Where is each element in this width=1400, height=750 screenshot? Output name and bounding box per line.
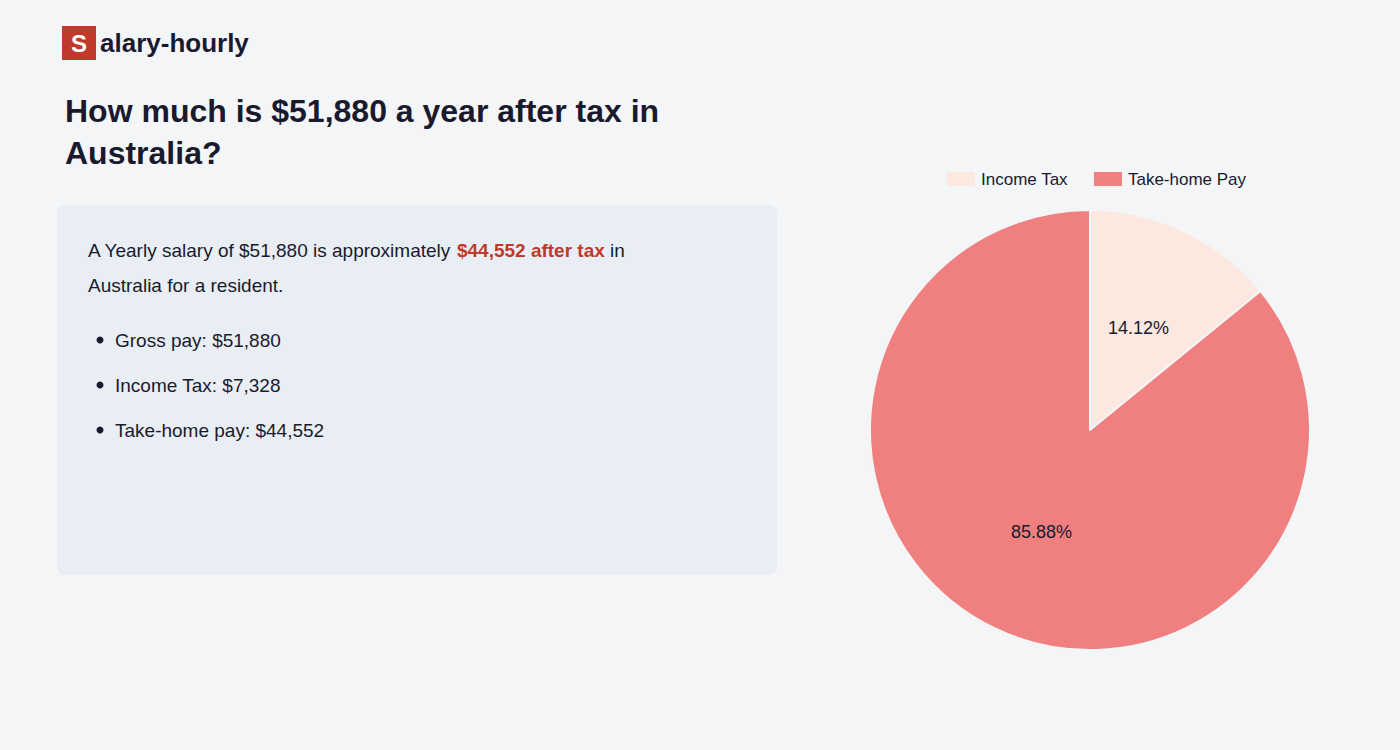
svg-text:How much is $51,880 a year aft: How much is $51,880 a year after tax in <box>65 93 659 129</box>
svg-text:14.12%: 14.12% <box>1108 318 1169 338</box>
svg-text:Australia for a resident.: Australia for a resident. <box>88 275 283 296</box>
svg-text:Australia?: Australia? <box>65 135 221 171</box>
svg-text:Take-home pay: $44,552: Take-home pay: $44,552 <box>115 420 324 441</box>
svg-text:Take-home Pay: Take-home Pay <box>1128 170 1247 189</box>
svg-text:Income Tax: $7,328: Income Tax: $7,328 <box>115 375 280 396</box>
svg-text:alary-hourly: alary-hourly <box>100 28 249 58</box>
svg-text:85.88%: 85.88% <box>1011 522 1072 542</box>
svg-text:$44,552 after tax: $44,552 after tax <box>457 240 605 261</box>
svg-text:Gross pay: $51,880: Gross pay: $51,880 <box>115 330 281 351</box>
svg-text:in: in <box>605 240 625 261</box>
svg-text:Income Tax: Income Tax <box>981 170 1068 189</box>
svg-text:A Yearly salary of $51,880 is: A Yearly salary of $51,880 is approximat… <box>88 240 456 261</box>
svg-text:S: S <box>71 30 87 57</box>
